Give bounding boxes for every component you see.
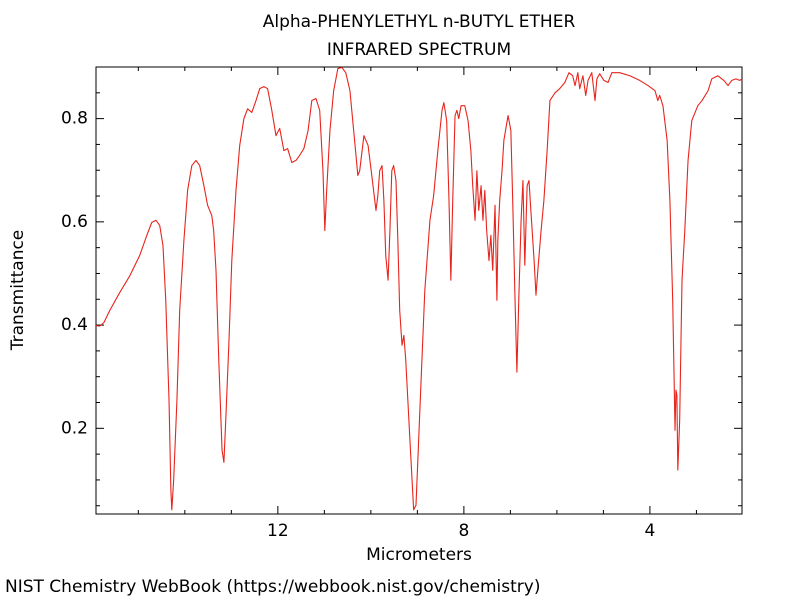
y-tick-label: 0.4 bbox=[61, 315, 88, 335]
x-axis-label: Micrometers bbox=[366, 545, 472, 565]
y-tick-label: 0.8 bbox=[61, 109, 88, 129]
x-tick-label: 4 bbox=[644, 521, 655, 541]
y-tick-label: 0.6 bbox=[61, 212, 88, 232]
spectrum-line bbox=[95, 66, 743, 511]
x-tick-label: 8 bbox=[458, 521, 469, 541]
x-tick-label: 12 bbox=[267, 521, 289, 541]
chart-subtitle: INFRARED SPECTRUM bbox=[327, 40, 511, 60]
y-axis-label: Transmittance bbox=[8, 230, 28, 352]
chart-title: Alpha-PHENYLETHYL n-BUTYL ETHER bbox=[263, 12, 576, 32]
source-note: NIST Chemistry WebBook (https://webbook.… bbox=[5, 577, 540, 597]
plot-frame bbox=[95, 66, 743, 515]
y-tick-label: 0.2 bbox=[61, 418, 88, 438]
